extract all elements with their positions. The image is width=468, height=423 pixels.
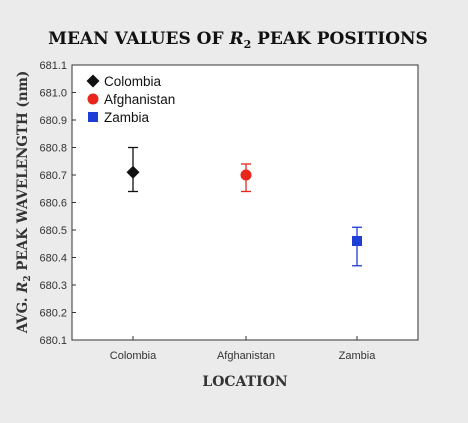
x-axis: Colombia Afghanistan Zambia <box>110 336 376 362</box>
y-tick-label: 681.1 <box>39 60 67 72</box>
y-tick-label: 681.0 <box>39 88 67 100</box>
legend-label: Colombia <box>104 74 162 89</box>
plot-area <box>71 64 419 341</box>
chart-title-subscript: 2 <box>244 38 252 51</box>
legend-label: Zambia <box>104 110 150 125</box>
y-tick-label: 680.8 <box>39 143 67 155</box>
legend-marker <box>86 74 100 88</box>
y-tick-label: 680.1 <box>39 335 67 347</box>
data-point <box>352 236 362 246</box>
x-axis-title: LOCATION <box>202 374 287 390</box>
series-zambia <box>352 226 362 267</box>
series-colombia <box>126 146 140 193</box>
x-tick-label: Afghanistan <box>217 350 275 362</box>
y-tick-label: 680.6 <box>39 198 67 210</box>
chart-title-end: PEAK POSITIONS <box>251 29 428 49</box>
series-layer <box>126 146 362 267</box>
x-tick-label: Colombia <box>110 350 157 362</box>
y-axis: 680.1 680.2 680.3 680.4 680.5 680.6 680.7 680.8… <box>39 60 76 347</box>
legend: Colombia Afghanistan Zambia <box>86 74 175 125</box>
y-tick-label: 680.2 <box>39 308 67 320</box>
y-tick-label: 680.5 <box>39 225 67 237</box>
y-axis-title: AVG. R2 PEAK WAVELENGTH (nm) <box>15 71 33 335</box>
chart-title: MEAN VALUES OF R2 PEAK POSITIONS <box>48 29 428 51</box>
data-point <box>240 169 252 181</box>
y-tick-label: 680.7 <box>39 170 67 182</box>
y-axis-title-subscript: 2 <box>23 275 33 281</box>
y-axis-title-italic: R <box>15 282 31 294</box>
y-axis-title-suffix: PEAK WAVELENGTH (nm) <box>15 71 31 276</box>
y-tick-label: 680.9 <box>39 115 67 127</box>
chart-title-main: MEAN VALUES OF <box>48 29 229 49</box>
legend-marker <box>87 93 99 105</box>
y-tick-label: 680.3 <box>39 280 67 292</box>
y-tick-label: 680.4 <box>39 253 67 265</box>
data-point <box>126 165 140 179</box>
chart-title-italic: R <box>228 29 243 49</box>
legend-label: Afghanistan <box>104 92 175 107</box>
series-afghanistan <box>240 163 252 193</box>
legend-marker <box>88 112 98 122</box>
y-axis-title-prefix: AVG. <box>15 293 31 334</box>
x-tick-label: Zambia <box>339 350 377 362</box>
